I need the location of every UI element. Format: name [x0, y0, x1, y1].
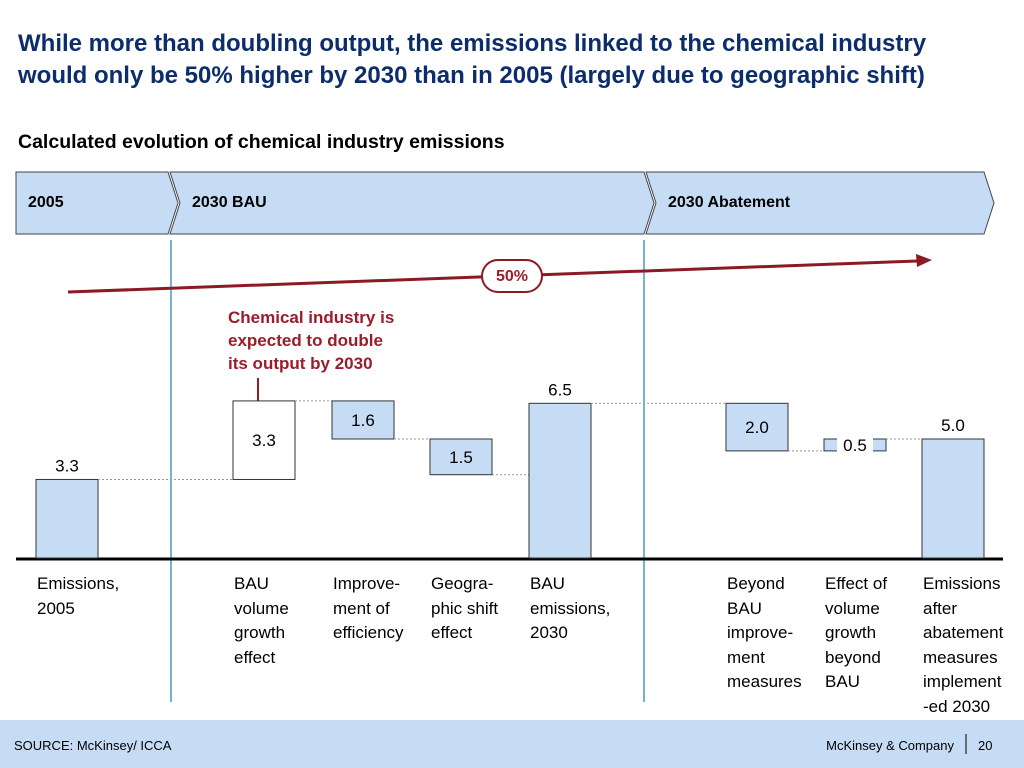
value-label: 0.5: [843, 436, 867, 455]
title: While more than doubling output, the emi…: [18, 30, 927, 89]
bar: [528, 402, 592, 559]
value-label: 1.5: [449, 448, 473, 467]
category-label: Effect of volume growth beyond BAU: [825, 574, 888, 691]
phase-label: 2030 Abatement: [668, 194, 791, 211]
arrow-head: [916, 254, 932, 267]
value-label: 3.3: [252, 431, 276, 450]
value-label: 6.5: [548, 380, 572, 399]
phase-label: 2005: [28, 194, 64, 211]
category-label: BAU volume growth effect: [234, 574, 289, 667]
value-label: 2.0: [745, 418, 769, 437]
bar: [232, 400, 296, 480]
phase-label: 2030 BAU: [192, 194, 267, 211]
footer-bar: [0, 720, 1024, 768]
category-label: Geogra- phic shift effect: [431, 574, 499, 642]
category-label: Emissions after abatement measures imple…: [923, 574, 1004, 716]
footer-source: SOURCE: McKinsey/ ICCA: [14, 738, 172, 753]
value-label: 5.0: [941, 416, 965, 435]
bar: [725, 402, 789, 452]
category-label: Emissions, 2005: [37, 574, 120, 618]
category-label: BAU emissions, 2030: [530, 574, 611, 642]
footer-company: McKinsey & Company: [826, 738, 954, 753]
label-backing: [837, 434, 873, 455]
annotation: Chemical industry is expected to double …: [228, 308, 395, 373]
category-label: Improve- ment of efficiency: [333, 574, 404, 642]
category-label: Beyond BAU improve- ment measures: [727, 574, 802, 691]
phase-chevron: [169, 171, 655, 235]
bar: [35, 478, 99, 559]
bar: [331, 400, 395, 440]
bar: [429, 438, 493, 476]
phase-chevron: [15, 171, 179, 235]
page-number: 20: [978, 738, 993, 753]
bar: [921, 438, 985, 559]
growth-badge: [481, 259, 543, 293]
value-label: 1.6: [351, 411, 375, 430]
growth-label: 50%: [496, 268, 528, 285]
phase-chevron: [645, 171, 995, 235]
value-label: 3.3: [55, 456, 79, 475]
subtitle: Calculated evolution of chemical industr…: [18, 131, 505, 153]
